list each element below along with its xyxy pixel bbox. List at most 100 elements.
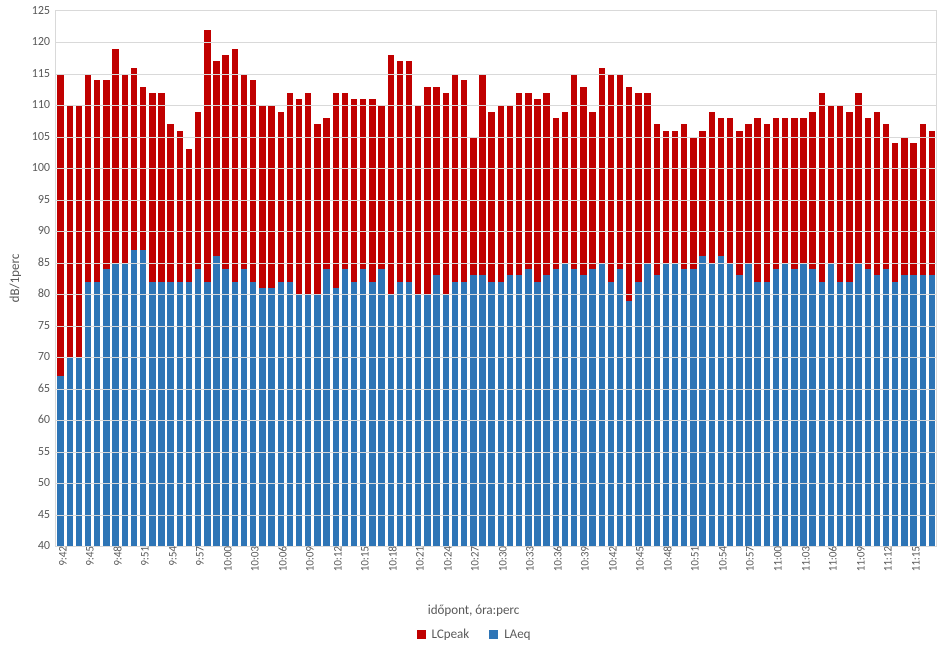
y-tick-label: 80 <box>38 287 56 301</box>
bar-segment-laeq <box>149 282 155 546</box>
bar-segment-laeq <box>571 269 577 546</box>
bar-segment-lcpeak <box>57 74 63 376</box>
bar-slot: 10:18 <box>386 11 395 546</box>
bar-segment-lcpeak <box>553 118 559 269</box>
bar-segment-laeq <box>929 275 935 546</box>
bar-segment-laeq <box>186 282 192 546</box>
bar <box>122 74 128 546</box>
bar-segment-lcpeak <box>296 99 302 294</box>
bar-segment-lcpeak <box>213 61 219 256</box>
bar <box>791 118 797 546</box>
bar-segment-lcpeak <box>635 93 641 282</box>
legend-swatch <box>489 630 498 639</box>
bar-segment-lcpeak <box>433 87 439 276</box>
bar-slot <box>927 11 936 546</box>
bar-segment-lcpeak <box>663 131 669 263</box>
bar-segment-lcpeak <box>736 131 742 276</box>
bar-segment-laeq <box>800 263 806 546</box>
bar-segment-lcpeak <box>406 61 412 281</box>
bar <box>140 87 146 546</box>
legend-swatch <box>417 630 426 639</box>
bar-segment-laeq <box>846 282 852 546</box>
bar-segment-lcpeak <box>287 93 293 282</box>
bar-segment-laeq <box>809 269 815 546</box>
bar-segment-laeq <box>892 282 898 546</box>
bar-segment-laeq <box>85 282 91 546</box>
bar-slot <box>65 11 74 546</box>
bar-segment-laeq <box>470 275 476 546</box>
bar-segment-laeq <box>736 275 742 546</box>
bar-slot <box>560 11 569 546</box>
x-tick-label: 10:30 <box>492 546 509 571</box>
bar-segment-laeq <box>754 282 760 546</box>
bar-slot: 10:42 <box>606 11 615 546</box>
x-tick-label: 10:39 <box>575 546 592 571</box>
bar-segment-laeq <box>819 282 825 546</box>
bar <box>819 93 825 546</box>
bar-segment-laeq <box>828 263 834 546</box>
bar <box>250 80 256 546</box>
y-tick-label: 115 <box>32 67 56 81</box>
bar-slot: 11:06 <box>826 11 835 546</box>
bar-segment-lcpeak <box>910 143 916 275</box>
bar-segment-lcpeak <box>397 61 403 281</box>
bar-segment-lcpeak <box>167 124 173 281</box>
bar-slot <box>753 11 762 546</box>
y-tick-label: 100 <box>32 161 56 175</box>
grid-line <box>56 231 936 232</box>
bar-slot: 10:45 <box>634 11 643 546</box>
bar-segment-lcpeak <box>250 80 256 281</box>
bar-segment-laeq <box>360 269 366 546</box>
bar <box>525 93 531 546</box>
bar-slot <box>377 11 386 546</box>
bar-segment-lcpeak <box>599 68 605 263</box>
bar-slot <box>423 11 432 546</box>
x-tick-label: 9:51 <box>135 546 152 566</box>
bar-segment-lcpeak <box>351 99 357 282</box>
bar-segment-laeq <box>626 301 632 546</box>
bar <box>241 74 247 546</box>
bar <box>388 55 394 546</box>
bar-segment-laeq <box>204 282 210 546</box>
bar-segment-lcpeak <box>333 93 339 288</box>
bar-segment-laeq <box>433 275 439 546</box>
x-tick-label: 10:03 <box>245 546 262 571</box>
bar-slot: 11:09 <box>854 11 863 546</box>
bar-segment-laeq <box>855 263 861 546</box>
bar-segment-lcpeak <box>580 87 586 276</box>
x-tick-label: 10:33 <box>520 546 537 571</box>
y-tick-label: 60 <box>38 413 56 427</box>
bar-segment-lcpeak <box>158 93 164 282</box>
bar <box>589 112 595 546</box>
grid-line <box>56 389 936 390</box>
y-tick-label: 125 <box>32 4 56 18</box>
bar-segment-laeq <box>782 263 788 546</box>
bar-segment-lcpeak <box>305 93 311 294</box>
x-tick-label: 10:00 <box>217 546 234 571</box>
bar <box>397 61 403 546</box>
bar-slot <box>230 11 239 546</box>
bar <box>690 137 696 546</box>
bar-slot: 9:48 <box>111 11 120 546</box>
bar-slot <box>258 11 267 546</box>
bar-segment-laeq <box>195 269 201 546</box>
legend-item: LCpeak <box>417 627 470 642</box>
bar-slot: 10:00 <box>221 11 230 546</box>
bar-segment-laeq <box>635 282 641 546</box>
grid-line <box>56 74 936 75</box>
bar-segment-laeq <box>461 282 467 546</box>
bar <box>461 80 467 546</box>
bar <box>543 93 549 546</box>
bar <box>599 68 605 546</box>
bar-segment-lcpeak <box>498 105 504 281</box>
legend: LCpeakLAeq <box>0 627 947 642</box>
bar-slot <box>157 11 166 546</box>
bar <box>452 74 458 546</box>
bar-segment-lcpeak <box>461 80 467 281</box>
bar-segment-laeq <box>369 282 375 546</box>
bar-slot: 10:21 <box>414 11 423 546</box>
bar-segment-lcpeak <box>323 118 329 269</box>
bar <box>112 49 118 546</box>
bar-segment-laeq <box>507 275 513 546</box>
bar-slot: 10:03 <box>249 11 258 546</box>
